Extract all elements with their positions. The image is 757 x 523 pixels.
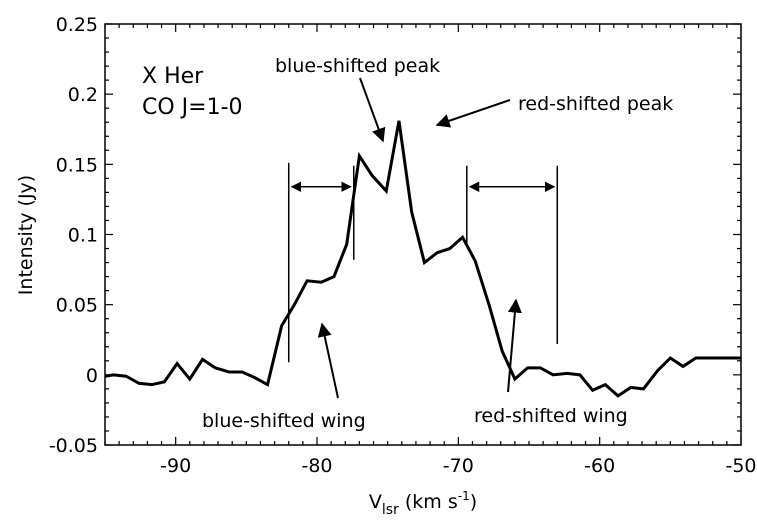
x-axis-ticks <box>104 24 742 445</box>
annotation-blue-shifted-peak: blue-shifted peak <box>275 55 440 77</box>
inset-label: X Her CO J=1-0 <box>142 64 243 120</box>
y-axis-tick-labels: -0.05 0 0.05 0.1 0.15 0.2 0.25 <box>49 14 98 457</box>
x-tick-label: -90 <box>160 455 191 477</box>
x-tick-label: -80 <box>301 455 332 477</box>
y-tick-label: 0.25 <box>56 14 98 36</box>
y-axis-ticks <box>105 23 741 446</box>
spectrum-line <box>104 120 741 398</box>
wing-range-markers <box>287 162 559 363</box>
y-tick-label: 0 <box>86 365 98 387</box>
y-tick-label: 0.15 <box>56 154 98 176</box>
y-tick-label: 0.05 <box>56 295 98 317</box>
y-tick-label: 0.1 <box>68 225 98 247</box>
x-axis-label: Vlsr (km s-1) <box>369 489 477 518</box>
annotation-red-shifted-peak: red-shifted peak <box>518 93 673 115</box>
arrow-red-shifted-wing <box>507 298 522 393</box>
y-axis-label: Intensity (Jy) <box>15 175 37 295</box>
arrow-red-shifted-peak <box>435 99 511 128</box>
y-tick-label: -0.05 <box>49 435 98 457</box>
inset-line-2: CO J=1-0 <box>142 95 243 120</box>
series-layer <box>104 120 741 398</box>
y-tick-label: 0.2 <box>68 84 98 106</box>
x-tick-label: -70 <box>443 455 474 477</box>
inset-line-1: X Her <box>142 64 204 89</box>
annotations: blue-shifted peak red-shifted peak blue-… <box>202 55 673 432</box>
annotation-red-shifted-wing: red-shifted wing <box>474 405 628 427</box>
arrow-blue-shifted-wing <box>317 322 339 399</box>
annotation-blue-shifted-wing: blue-shifted wing <box>202 410 366 432</box>
x-tick-label: -50 <box>725 455 756 477</box>
arrow-blue-shifted-peak <box>359 77 386 143</box>
x-axis-tick-labels: -90 -80 -70 -60 -50 <box>160 455 756 477</box>
x-tick-label: -60 <box>584 455 615 477</box>
